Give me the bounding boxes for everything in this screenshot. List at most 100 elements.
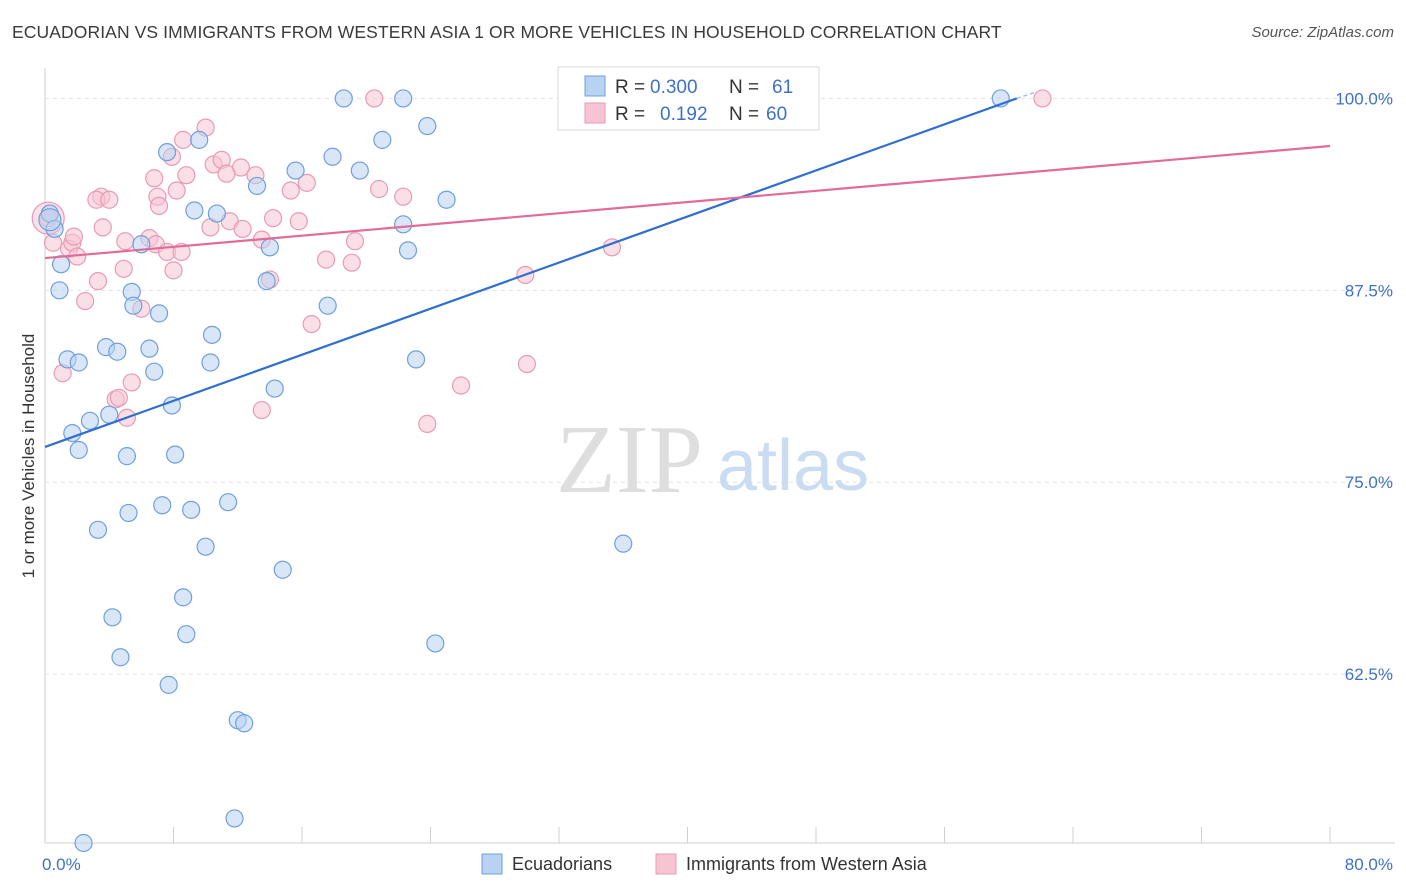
western-asia-point	[281, 181, 300, 200]
legend-r-label-1: R =	[615, 77, 645, 98]
watermark: ZIP atlas	[556, 406, 869, 514]
ecuadorian-point	[185, 201, 204, 220]
ecuadorian-point	[350, 161, 369, 180]
grid-lines	[45, 97, 1395, 675]
western-asia-point	[418, 414, 437, 433]
ecuadorian-point	[196, 537, 215, 556]
chart-title: ECUADORIAN VS IMMIGRANTS FROM WESTERN AS…	[12, 22, 1002, 42]
ecuadorian-point	[74, 833, 93, 853]
western-asia-point	[342, 253, 361, 272]
western-asia-point	[88, 272, 108, 291]
ecuadorian-point	[145, 362, 164, 381]
ecuadorian-point	[394, 89, 413, 108]
ecuadorian-point	[207, 204, 226, 223]
trend-lines	[44, 91, 1331, 448]
western-asia-point	[93, 218, 112, 237]
ecuadorian-point	[323, 147, 342, 166]
y-tick-label: 100.0%	[1335, 89, 1393, 108]
ecuadorian-point	[318, 296, 337, 315]
series-ecuadorians	[38, 89, 1010, 853]
legend-n-label-1: N =	[729, 77, 759, 98]
ecuadorian-point	[406, 350, 426, 369]
western-asia-point	[370, 179, 389, 199]
ecuadorian-point	[190, 130, 209, 149]
legend-n-label-2: N =	[729, 104, 759, 125]
western-asia-point	[233, 219, 252, 239]
legend-swatch-blue	[584, 75, 606, 97]
ecuadorians-trend-line	[44, 97, 1018, 448]
ecuadorian-point	[426, 634, 445, 653]
western-asia-point	[252, 400, 271, 420]
legend-n-value-2: 60	[766, 104, 787, 125]
ecuadorian-point	[111, 648, 130, 667]
x-tick-label-min: 0.0%	[42, 855, 81, 874]
ecuadorian-point	[437, 190, 456, 209]
western-asia-point	[1033, 89, 1052, 108]
western-asia-point	[109, 388, 128, 407]
ecuadorian-point	[418, 116, 437, 136]
western-asia-point	[302, 314, 321, 334]
ecuadorian-point	[108, 342, 127, 361]
bottom-legend-swatch-pink	[655, 853, 677, 875]
western-asia-point	[122, 373, 141, 392]
ecuadorian-point	[80, 411, 100, 430]
western-asia-point	[145, 169, 164, 188]
ecuadorian-point	[614, 534, 633, 553]
ecuadorian-cluster-point	[38, 208, 62, 232]
legend-n-value-1: 61	[772, 77, 793, 98]
bottom-legend-label-immigrants: Immigrants from Western Asia	[686, 854, 928, 874]
western-asia-point	[177, 166, 196, 185]
bottom-legend-swatch-blue	[481, 853, 503, 875]
ecuadorian-point	[159, 675, 178, 694]
western-asia-point	[394, 187, 413, 206]
western-asia-point	[174, 130, 193, 149]
ecuadorian-point	[235, 714, 254, 733]
ecuadorian-point	[149, 304, 169, 323]
ecuadorian-point	[260, 238, 279, 257]
ecuadorian-point	[398, 241, 418, 260]
ecuadorian-point	[88, 520, 108, 539]
ecuadorian-point	[257, 272, 276, 291]
ecuadorian-point	[334, 89, 353, 108]
ecuadorian-point	[50, 281, 69, 300]
ecuadorian-point	[247, 176, 267, 196]
ecuadorian-point	[45, 219, 64, 239]
watermark-atlas: atlas	[717, 426, 869, 506]
western-asia-point	[297, 173, 316, 192]
ecuadorian-point	[394, 215, 413, 234]
western-asia-point	[114, 259, 133, 278]
ecuadorian-point	[174, 588, 193, 607]
ecuadorian-point	[166, 445, 185, 464]
ecuadorian-point	[119, 503, 138, 523]
tick-labels: 100.0% 87.5% 75.0% 62.5% 0.0% 80.0%	[42, 89, 1393, 874]
bottom-legend-label-ecuadorians: Ecuadorians	[512, 854, 612, 874]
watermark-zip: ZIP	[556, 406, 703, 514]
ecuadorian-point	[182, 500, 201, 519]
western-asia-point	[167, 181, 186, 200]
western-asia-point	[172, 242, 191, 262]
top-legend: R = 0.300 N = 61 R = 0.192 N = 60	[557, 66, 820, 131]
ecuadorian-point	[225, 809, 244, 828]
western-asia-point	[263, 209, 283, 228]
legend-r-value-1: 0.300	[650, 77, 698, 98]
ecuadorian-point	[103, 608, 122, 627]
x-tick-label-max: 80.0%	[1345, 855, 1393, 874]
ecuadorian-point	[219, 493, 238, 512]
western-asia-point	[289, 212, 308, 231]
legend-swatch-pink	[584, 102, 606, 124]
ecuadorian-point	[273, 560, 292, 579]
legend-r-label-2: R =	[615, 104, 645, 125]
ecuadorian-point	[153, 496, 172, 515]
ecuadorian-point	[69, 440, 88, 460]
western-asia-point	[451, 376, 471, 395]
y-tick-label: 75.0%	[1345, 473, 1393, 492]
ecuadorians-trend-extension	[1016, 91, 1036, 100]
ecuadorian-point	[265, 379, 284, 398]
western-asia-point	[64, 227, 84, 246]
ecuadorian-point	[202, 325, 222, 344]
ecuadorian-point	[177, 625, 196, 644]
bottom-legend: Ecuadorians Immigrants from Western Asia	[481, 853, 928, 875]
y-tick-label: 87.5%	[1345, 281, 1393, 300]
ecuadorian-point	[69, 353, 88, 372]
